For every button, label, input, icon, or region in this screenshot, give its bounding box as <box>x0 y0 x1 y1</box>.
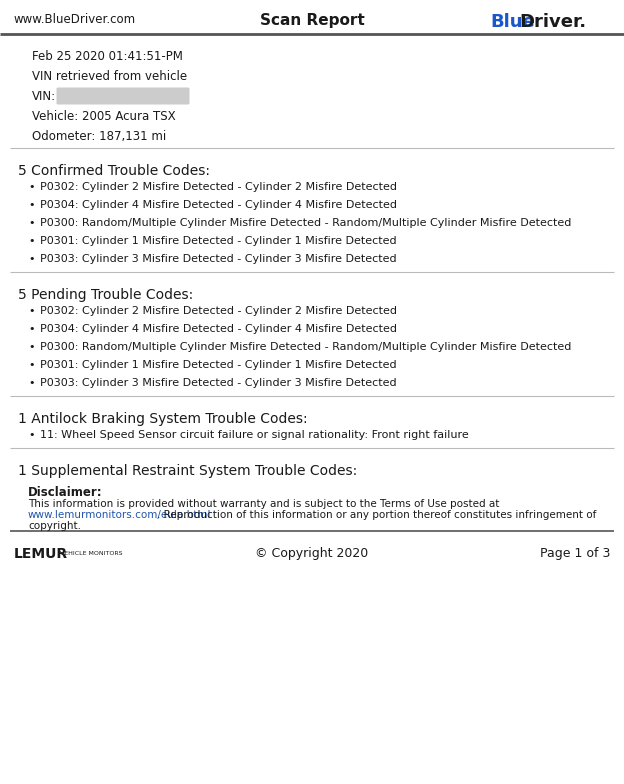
Text: © Copyright 2020: © Copyright 2020 <box>255 547 369 560</box>
Text: P0300: Random/Multiple Cylinder Misfire Detected - Random/Multiple Cylinder Misf: P0300: Random/Multiple Cylinder Misfire … <box>40 218 572 228</box>
Text: VEHICLE MONITORS: VEHICLE MONITORS <box>60 551 122 556</box>
Text: 11: Wheel Speed Sensor circuit failure or signal rationality: Front right failur: 11: Wheel Speed Sensor circuit failure o… <box>40 430 469 440</box>
Text: •: • <box>28 182 34 192</box>
Text: •: • <box>28 254 34 264</box>
Text: •: • <box>28 236 34 246</box>
FancyBboxPatch shape <box>57 88 190 104</box>
Text: 5 Confirmed Trouble Codes:: 5 Confirmed Trouble Codes: <box>18 164 210 178</box>
Text: 1 Antilock Braking System Trouble Codes:: 1 Antilock Braking System Trouble Codes: <box>18 412 308 426</box>
Text: •: • <box>28 324 34 334</box>
Text: P0304: Cylinder 4 Misfire Detected - Cylinder 4 Misfire Detected: P0304: Cylinder 4 Misfire Detected - Cyl… <box>40 200 397 210</box>
Text: Blue: Blue <box>490 13 535 31</box>
Text: •: • <box>28 342 34 352</box>
Text: Driver.: Driver. <box>519 13 586 31</box>
Text: P0302: Cylinder 2 Misfire Detected - Cylinder 2 Misfire Detected: P0302: Cylinder 2 Misfire Detected - Cyl… <box>40 306 397 316</box>
Text: Scan Report: Scan Report <box>260 13 364 28</box>
Text: www.BlueDriver.com: www.BlueDriver.com <box>14 13 136 26</box>
Text: P0302: Cylinder 2 Misfire Detected - Cylinder 2 Misfire Detected: P0302: Cylinder 2 Misfire Detected - Cyl… <box>40 182 397 192</box>
Text: This information is provided without warranty and is subject to the Terms of Use: This information is provided without war… <box>28 499 499 509</box>
Text: www.lemurmonitors.com/eula.html: www.lemurmonitors.com/eula.html <box>28 510 212 520</box>
Text: •: • <box>28 218 34 228</box>
Text: •: • <box>28 200 34 210</box>
Text: Odometer: 187,131 mi: Odometer: 187,131 mi <box>32 130 166 143</box>
Text: P0303: Cylinder 3 Misfire Detected - Cylinder 3 Misfire Detected: P0303: Cylinder 3 Misfire Detected - Cyl… <box>40 378 397 388</box>
Text: •: • <box>28 378 34 388</box>
Text: VIN:: VIN: <box>32 90 56 103</box>
Text: P0304: Cylinder 4 Misfire Detected - Cylinder 4 Misfire Detected: P0304: Cylinder 4 Misfire Detected - Cyl… <box>40 324 397 334</box>
Text: LEMUR: LEMUR <box>14 547 68 561</box>
Text: •: • <box>28 306 34 316</box>
Text: P0301: Cylinder 1 Misfire Detected - Cylinder 1 Misfire Detected: P0301: Cylinder 1 Misfire Detected - Cyl… <box>40 360 397 370</box>
Text: copyright.: copyright. <box>28 521 81 531</box>
Text: Feb 25 2020 01:41:51-PM: Feb 25 2020 01:41:51-PM <box>32 50 183 63</box>
Text: P0303: Cylinder 3 Misfire Detected - Cylinder 3 Misfire Detected: P0303: Cylinder 3 Misfire Detected - Cyl… <box>40 254 397 264</box>
Text: P0301: Cylinder 1 Misfire Detected - Cylinder 1 Misfire Detected: P0301: Cylinder 1 Misfire Detected - Cyl… <box>40 236 397 246</box>
Text: 1 Supplemental Restraint System Trouble Codes:: 1 Supplemental Restraint System Trouble … <box>18 464 358 478</box>
Text: •: • <box>28 430 34 440</box>
Text: VIN retrieved from vehicle: VIN retrieved from vehicle <box>32 70 187 83</box>
Text: P0300: Random/Multiple Cylinder Misfire Detected - Random/Multiple Cylinder Misf: P0300: Random/Multiple Cylinder Misfire … <box>40 342 572 352</box>
Text: 5 Pending Trouble Codes:: 5 Pending Trouble Codes: <box>18 288 193 302</box>
Text: Vehicle: 2005 Acura TSX: Vehicle: 2005 Acura TSX <box>32 110 175 123</box>
Text: . Reproduction of this information or any portion thereof constitutes infringeme: . Reproduction of this information or an… <box>157 510 596 520</box>
Text: Page 1 of 3: Page 1 of 3 <box>540 547 610 560</box>
Text: Disclaimer:: Disclaimer: <box>28 486 102 499</box>
Text: •: • <box>28 360 34 370</box>
